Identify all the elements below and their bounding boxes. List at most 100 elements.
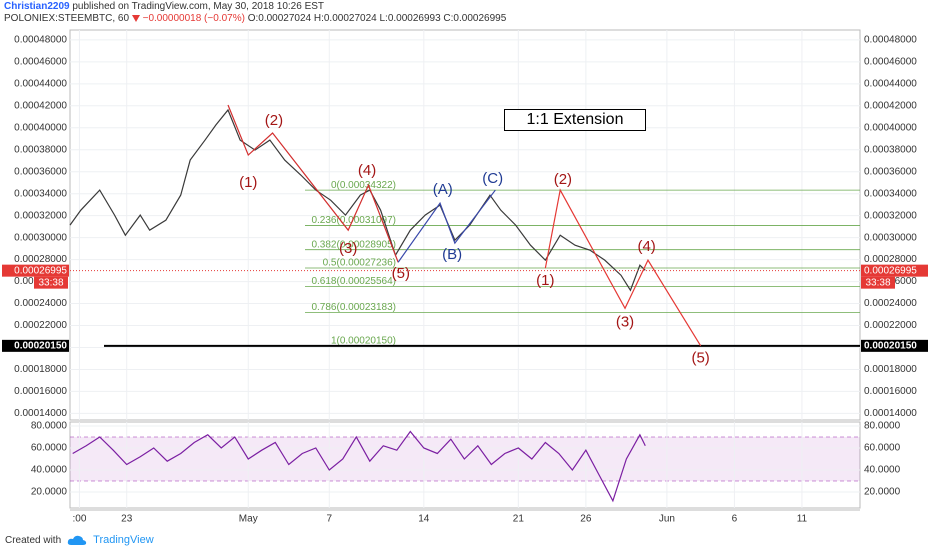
wave-label: (1) <box>536 272 554 289</box>
wave-line <box>227 104 399 263</box>
y-tick-label: 0.00048000 <box>14 35 67 46</box>
price-line <box>69 108 646 292</box>
y-tick-label: 0.00034000 <box>14 188 67 199</box>
countdown: 33:38 <box>38 277 63 288</box>
wave-label: (2) <box>554 171 572 188</box>
last-price-box <box>2 264 69 277</box>
y-tick-label-right: 0.00040000 <box>864 122 917 133</box>
y-tick-label-right: 0.00018000 <box>864 364 917 375</box>
wave-label: (4) <box>637 238 655 255</box>
x-tick-label: 23 <box>121 514 133 525</box>
y-tick-label: 0.00040000 <box>14 122 67 133</box>
y-tick-label-right: 0.00014000 <box>864 408 917 419</box>
last-price-label: 0.00026995 <box>864 265 917 276</box>
y-tick-label: 80.0000 <box>31 421 68 432</box>
panel-border <box>69 421 861 509</box>
x-tick-label: May <box>239 514 258 525</box>
header: Christian2209 published on TradingView.c… <box>4 1 506 25</box>
panel-border <box>69 29 861 421</box>
wave-label: (1) <box>239 174 257 191</box>
header-line: POLONIEX:STEEMBTC, 60 −0.00000018 (−0.07… <box>4 13 506 25</box>
y-tick-label-right: 0.00028000 <box>864 254 917 265</box>
annotation-box: 1:1 Extension <box>504 109 646 131</box>
y-tick-label-right: 0.00042000 <box>864 100 917 111</box>
y-tick-label: 0.00042000 <box>14 100 67 111</box>
y-tick-label-right: 0.00032000 <box>864 210 917 221</box>
wave-label: (B) <box>442 246 462 263</box>
fib-label: 1(0.00020150) <box>331 335 396 346</box>
author[interactable]: Christian2209 <box>4 1 70 12</box>
y-tick-label-right: 40.0000 <box>864 465 901 476</box>
fib-label: 0.382(0.00028905) <box>311 239 396 250</box>
fib-label: 0.786(0.00023183) <box>311 302 396 313</box>
header-line: Christian2209 published on TradingView.c… <box>4 1 506 13</box>
x-tick-label: 6 <box>732 514 738 525</box>
symbol: POLONIEX:STEEMBTC, 60 <box>4 13 130 24</box>
y-tick-label-right: 0.00044000 <box>864 78 917 89</box>
y-tick-label: 20.0000 <box>31 487 68 498</box>
y-tick-label-right: 0.00016000 <box>864 386 917 397</box>
y-tick-label: 0.00044000 <box>14 78 67 89</box>
level-box <box>2 339 69 352</box>
y-tick-label-right: 0.00038000 <box>864 144 917 155</box>
y-tick-label: 0.00032000 <box>14 210 67 221</box>
down-arrow <box>131 14 140 22</box>
countdown-box <box>34 276 68 289</box>
fib-label: 0.618(0.00025564) <box>311 276 396 287</box>
y-tick-label: 0.00028000 <box>14 254 67 265</box>
y-tick-label-right: 0.00030000 <box>864 232 917 243</box>
level-box-label: 0.00020150 <box>864 340 917 351</box>
wave-label: (3) <box>339 240 357 257</box>
y-tick-label-right: 60.0000 <box>864 443 901 454</box>
y-tick-label: 60.0000 <box>31 443 68 454</box>
wave-label: (C) <box>482 170 503 187</box>
wave-label: (5) <box>392 265 410 282</box>
y-tick-label: 0.00016000 <box>14 386 67 397</box>
wave-label: (4) <box>358 162 376 179</box>
fib-label: 0(0.00034322) <box>331 180 396 191</box>
countdown: 33:38 <box>865 277 890 288</box>
brand[interactable]: TradingView <box>93 534 154 546</box>
footer: Created with TradingView <box>5 534 154 546</box>
x-tick-label: 7 <box>327 514 333 525</box>
y-tick-label: 40.0000 <box>31 465 68 476</box>
wave-line <box>544 188 702 347</box>
y-tick-label: 0.00018000 <box>14 364 67 375</box>
y-tick-label: 0.00038000 <box>14 144 67 155</box>
x-tick-label: :00 <box>72 514 86 525</box>
last-price-label: 0.00026995 <box>14 265 67 276</box>
ohlc: O:0.00027024 H:0.00027024 L:0.00026993 C… <box>247 13 507 24</box>
wave-label: (A) <box>433 181 453 198</box>
level-box-label: 0.00020150 <box>14 340 67 351</box>
countdown-box <box>861 276 895 289</box>
price-line <box>72 430 646 503</box>
x-tick-label: 11 <box>797 514 808 525</box>
y-tick-label: 0.00024000 <box>14 298 67 309</box>
y-tick-label-right: 20.0000 <box>864 487 901 498</box>
x-tick-label: Jun <box>659 514 675 525</box>
x-tick-label: 26 <box>580 514 592 525</box>
y-tick-label: 0.00036000 <box>14 166 67 177</box>
logo <box>67 535 87 545</box>
wave-label: (5) <box>691 349 709 366</box>
y-tick-label: 0.00022000 <box>14 320 67 331</box>
wave-label: (3) <box>616 313 634 330</box>
fib-label: 0.236(0.00031097) <box>311 215 396 226</box>
y-tick-label-right: 0.00034000 <box>864 188 917 199</box>
published: published on TradingView.com, May 30, 20… <box>72 1 325 12</box>
x-tick-label: 14 <box>418 514 430 525</box>
y-tick-label-right: 0.00024000 <box>864 298 917 309</box>
last-price-box <box>861 264 928 277</box>
y-tick-label-right: 80.0000 <box>864 421 901 432</box>
y-tick-label-right: 0.00046000 <box>864 56 917 67</box>
wave-label: (2) <box>265 112 283 129</box>
change: −0.00000018 (−0.07%) <box>142 13 245 24</box>
y-tick-label: 0.00030000 <box>14 232 67 243</box>
y-tick-label-right: 0.00048000 <box>864 35 917 46</box>
x-tick-label: 21 <box>513 514 525 525</box>
fib-label: 0.5(0.00027236) <box>323 258 396 269</box>
y-tick-label: 0.00014000 <box>14 408 67 419</box>
y-tick-label-right: 0.00022000 <box>864 320 917 331</box>
